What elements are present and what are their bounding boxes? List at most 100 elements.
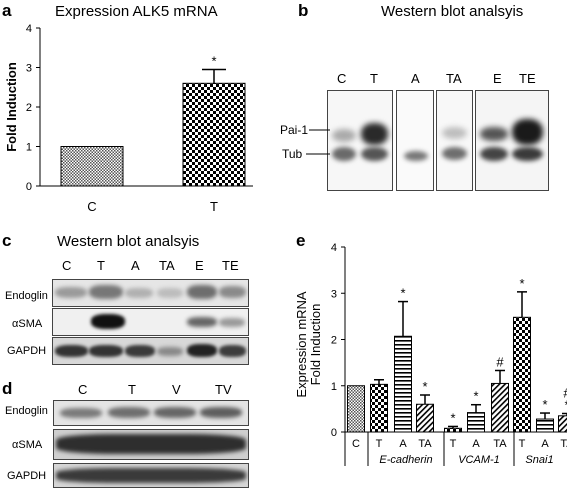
blot-c-lane-label: A [131,258,140,273]
significance-mark: * [473,389,478,404]
y-axis-label-line: Fold Induction [308,304,323,386]
blot-c-asma-strip [52,308,249,336]
band [56,468,246,483]
blot-c-endoglin-strip [52,279,249,307]
blot-c-lane-label: T [97,258,105,273]
significance-mark: # [563,386,567,401]
band [442,147,467,160]
blot-b-membrane-a [396,90,434,191]
band [200,407,242,418]
band [332,129,356,142]
bar [536,418,554,433]
band [361,147,388,161]
significance-mark: * [211,53,216,68]
bar [182,82,246,187]
band [187,285,217,299]
x-tick-label: TA [418,438,432,450]
group-label: Snai1 [525,454,553,466]
blot-b-membrane-ct [327,90,393,191]
band [404,151,428,161]
bar [60,146,124,187]
blot-d-row-label: Endoglin [5,405,48,417]
band [91,314,125,329]
bar [347,385,365,433]
band [154,407,196,418]
band [108,407,150,418]
bar [370,383,388,433]
bar [394,335,412,433]
blot-b-lane-label: TA [446,71,462,86]
y-axis-label: Expression mRNA Fold Induction [294,291,323,398]
band [89,345,123,357]
significance-mark: # [496,354,504,369]
x-tick-label: C [352,438,360,450]
blot-d-row-label: αSMA [12,439,43,451]
x-tick-label: TA [560,438,567,450]
y-tick-label: 4 [26,23,32,35]
y-tick-label: 1 [26,142,32,154]
significance-mark: * [519,276,524,291]
blot-d-endoglin-strip [53,400,249,426]
significance-mark: * [422,379,427,394]
panel-c-title: Western blot analsyis [57,233,200,250]
band [55,345,88,357]
bar [558,415,567,433]
blot-b-lane-label: TE [519,71,536,86]
bar [467,412,485,433]
band [125,288,153,298]
blot-b-membrane-ete [475,90,549,191]
band [332,147,356,161]
blot-d-gapdh-strip [53,463,249,488]
y-axis-label-line: Expression mRNA [294,291,309,398]
panel-e-letter: e [296,231,306,250]
blot-c-row-label: GAPDH [7,345,47,357]
panel-a-letter: a [2,1,12,20]
blot-b-lane-label: A [411,71,420,86]
x-tick-label: A [541,438,549,450]
blot-d-lane-label: C [78,382,88,397]
blot-b-lane-label: E [493,71,502,86]
y-axis-label: Fold Induction [4,62,19,152]
bar [513,316,531,433]
band [187,317,217,327]
blot-b-lane-label: C [337,71,347,86]
blot-c-lane-label: E [195,258,204,273]
significance-mark: * [400,286,405,301]
y-tick-label: 3 [331,288,337,300]
band [219,345,246,357]
band [512,147,543,161]
band [157,288,183,298]
panel-b-letter: b [298,1,309,20]
band [361,123,388,145]
band [442,127,467,139]
bar [416,403,434,433]
bar [491,382,509,433]
band [60,408,102,418]
blot-b-row-label: Pai-1 [280,123,309,137]
band [55,287,87,298]
panel-d-letter: d [2,379,13,398]
band [56,434,246,454]
blot-c-lane-label: C [62,258,72,273]
group-label: VCAM-1 [458,454,500,466]
x-tick-label: T [376,438,383,450]
y-tick-label: 1 [331,381,337,393]
x-tick-label: A [472,438,480,450]
y-tick-label: 0 [26,181,32,193]
blot-c-gapdh-strip [52,337,249,365]
panel-b-title: Western blot analsyis [381,3,524,20]
significance-mark: * [450,410,455,425]
band [480,127,508,141]
blot-d-lane-label: V [172,382,181,397]
bar [444,427,462,433]
band [219,286,246,298]
blot-d-asma-strip [53,429,249,460]
y-tick-label: 3 [26,63,32,75]
y-tick-label: 2 [26,102,32,114]
blot-d-row-label: GAPDH [7,470,47,482]
blot-b-lane-label: T [370,71,378,86]
group-label: E-cadherin [379,454,432,466]
band [480,147,508,161]
